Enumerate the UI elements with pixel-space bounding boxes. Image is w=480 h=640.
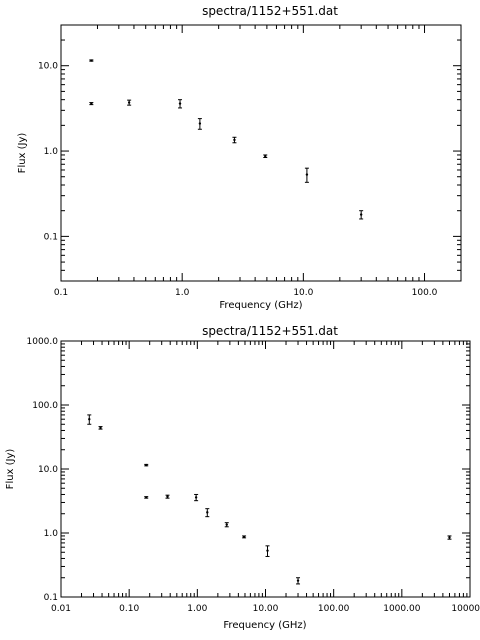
data-point	[87, 414, 92, 425]
point-marker	[225, 523, 228, 526]
data-point	[242, 535, 247, 539]
y-tick-label: 0.1	[44, 593, 58, 603]
point-marker	[127, 101, 131, 104]
data-point	[359, 210, 364, 220]
y-tick-label: 10.0	[38, 62, 58, 72]
tick-marks	[60, 24, 462, 282]
data-point	[127, 99, 132, 106]
y-tick-label: 10.0	[38, 465, 58, 475]
data-point	[194, 493, 199, 502]
x-tick-label: 10.00	[253, 604, 279, 614]
plot-title: spectra/1152+551.dat	[202, 4, 338, 18]
y-tick-label: 1.0	[44, 147, 59, 157]
point-marker	[359, 213, 363, 216]
y-tick-label: 1.0	[44, 529, 59, 539]
data-point	[263, 154, 268, 159]
plot-frame	[60, 340, 471, 598]
x-tick-label: 1.0	[175, 288, 190, 298]
point-marker	[448, 536, 451, 539]
plot-title: spectra/1152+551.dat	[202, 324, 338, 338]
point-marker	[233, 138, 236, 142]
data-point	[89, 102, 94, 106]
y-tick-label: 1000.0	[27, 337, 59, 347]
data-point	[98, 426, 103, 430]
data-point	[89, 59, 94, 62]
point-marker	[266, 549, 269, 552]
y-tick-label: 0.1	[44, 232, 58, 242]
point-marker	[264, 155, 267, 158]
point-marker	[242, 535, 246, 539]
data-point	[197, 118, 202, 130]
point-marker	[194, 496, 198, 499]
data-point	[205, 508, 210, 518]
data-points	[89, 59, 364, 220]
point-marker	[99, 426, 102, 430]
x-axis-label: Frequency (GHz)	[223, 620, 306, 631]
x-axis-label: Frequency (GHz)	[219, 300, 302, 311]
point-marker	[145, 496, 148, 499]
data-point	[304, 167, 309, 183]
x-tick-label: 0.10	[119, 604, 139, 614]
panel-top: spectra/1152+551.dat 0.1 1.0 10.0 100.0 0.1 1…	[17, 4, 462, 311]
x-tick-label: 1000.00	[383, 604, 420, 614]
point-marker	[296, 579, 300, 582]
x-tick-label: 0.01	[51, 604, 71, 614]
plot-frame	[60, 24, 462, 282]
point-marker	[206, 511, 209, 514]
x-tick-label: 1.00	[187, 604, 207, 614]
panel-bottom: spectra/1152+551.dat 0.01 0.10 1.00 10.00 10…	[5, 324, 480, 631]
point-marker	[198, 122, 202, 125]
x-tick-label: 100.0	[412, 288, 438, 298]
x-tick-label: 100.00	[318, 604, 350, 614]
point-marker	[305, 173, 309, 176]
data-point	[265, 545, 270, 557]
y-axis-label: Flux (Jy)	[5, 449, 16, 490]
data-point	[178, 99, 183, 109]
tick-labels: 0.1 1.0 10.0 100.0 0.1 1.0 10.0	[38, 62, 438, 298]
point-marker	[166, 495, 169, 498]
point-marker	[178, 102, 182, 105]
point-marker	[90, 102, 93, 105]
y-tick-label: 100.0	[32, 401, 58, 411]
x-tick-label: 10000.0	[451, 604, 480, 614]
y-axis-label: Flux (Jy)	[17, 133, 28, 174]
data-point	[224, 522, 229, 528]
data-point	[447, 535, 452, 540]
tick-labels: 0.01 0.10 1.00 10.00 100.00 1000.00 10000.0 0.1…	[27, 337, 480, 614]
data-point	[296, 577, 301, 585]
point-marker	[90, 59, 93, 62]
data-points	[87, 414, 452, 585]
x-tick-label: 10.0	[293, 288, 313, 298]
data-point	[232, 136, 237, 144]
point-marker	[145, 463, 148, 467]
data-point	[165, 494, 170, 499]
data-point	[144, 463, 149, 467]
data-point	[144, 496, 149, 499]
x-tick-label: 0.1	[54, 288, 68, 298]
point-marker	[88, 417, 91, 421]
tick-marks	[60, 340, 471, 598]
